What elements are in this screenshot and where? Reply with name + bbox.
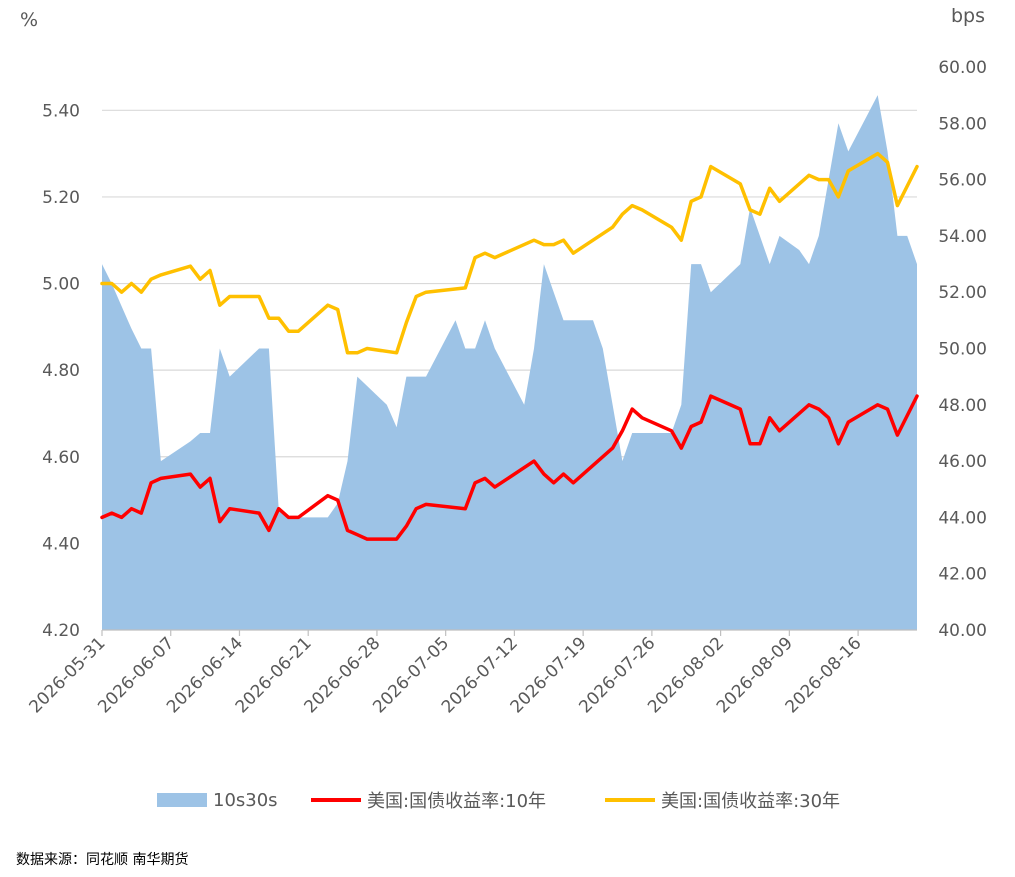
area-series-layer [102, 95, 917, 631]
left-tick-label: 5.20 [42, 188, 80, 208]
left-tick-label: 5.40 [42, 101, 80, 121]
legend-item-10y: 美国:国债收益率:10年 [311, 786, 546, 814]
left-tick-label: 4.80 [42, 361, 80, 381]
legend-swatch-line [311, 798, 361, 802]
left-tick-label: 4.60 [42, 448, 80, 468]
legend-item-30y: 美国:国债收益率:30年 [605, 786, 840, 814]
right-tick-label: 48.00 [938, 396, 987, 416]
right-tick-label: 46.00 [938, 452, 987, 472]
right-axis-unit: bps [951, 5, 985, 27]
source-note: 数据来源：同花顺 南华期货 [16, 852, 189, 868]
legend-item-10s30s: 10s30s [157, 786, 278, 814]
legend-label: 10s30s [213, 789, 278, 811]
right-tick-label: 44.00 [938, 508, 987, 528]
left-tick-label: 4.40 [42, 534, 80, 554]
line-series-layer [100, 151, 919, 541]
series-area-10s30s [102, 95, 917, 631]
left-tick-label: 5.00 [42, 275, 80, 295]
legend-label: 美国:国债收益率:30年 [661, 791, 841, 812]
right-tick-label: 58.00 [938, 114, 987, 134]
left-tick-label: 4.20 [42, 621, 80, 641]
right-tick-label: 52.00 [938, 283, 987, 303]
legend-label: 美国:国债收益率:10年 [367, 791, 547, 812]
series-line-10y [100, 394, 919, 541]
right-tick-label: 56.00 [938, 171, 987, 191]
right-tick-label: 60.00 [938, 58, 987, 78]
legend-swatch-line [605, 798, 655, 802]
legend: 10s30s 美国:国债收益率:10年 美国:国债收益率:30年 [0, 786, 1015, 814]
right-tick-label: 54.00 [938, 227, 987, 247]
right-tick-label: 40.00 [938, 621, 987, 641]
series-line-30y [100, 151, 919, 355]
right-tick-label: 42.00 [938, 565, 987, 585]
left-axis-unit: % [20, 9, 38, 31]
right-tick-label: 50.00 [938, 340, 987, 360]
legend-swatch-area [157, 793, 207, 807]
